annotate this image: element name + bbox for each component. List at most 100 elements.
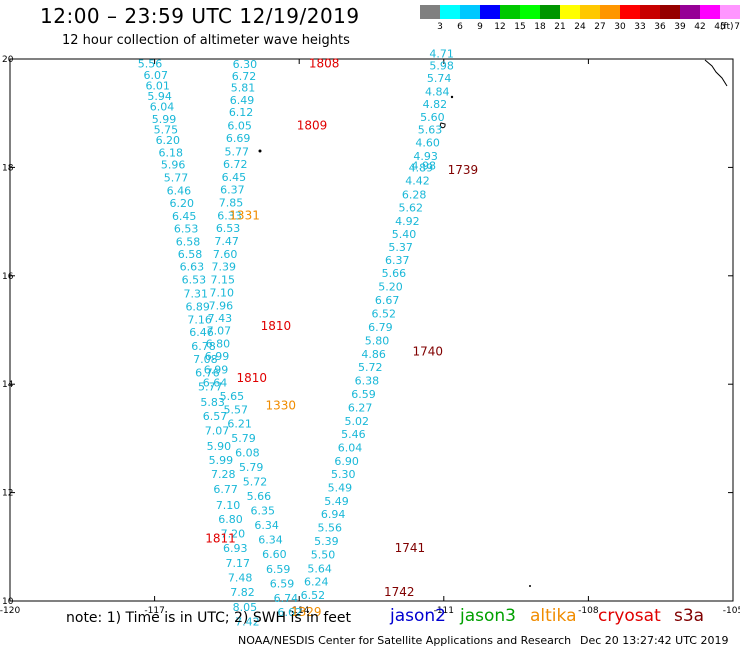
- x-tick-label: -120: [0, 606, 20, 616]
- swh-value: 7.43: [208, 312, 233, 325]
- swh-value: 7.47: [214, 235, 239, 248]
- swh-value: 5.50: [311, 549, 336, 562]
- swh-value: 5.60: [420, 111, 445, 124]
- swh-value: 4.86: [361, 348, 386, 361]
- colorbar-label: 36: [654, 22, 666, 32]
- swh-value: 5.56: [318, 522, 343, 535]
- swh-value: 5.77: [164, 171, 189, 184]
- swh-value: 6.74: [274, 592, 299, 605]
- swh-value: 7.20: [221, 528, 246, 541]
- swh-value: 5.66: [382, 267, 407, 280]
- swh-value: 6.20: [156, 134, 181, 147]
- swh-value: 6.04: [338, 441, 363, 454]
- colorbar-label: 12: [494, 22, 506, 32]
- swh-value: 6.79: [368, 321, 393, 334]
- swh-value: 6.80: [206, 337, 231, 350]
- swh-value: 6.37: [220, 183, 245, 196]
- swh-value: 6.20: [170, 197, 195, 210]
- colorbar-label: 30: [614, 22, 626, 32]
- swh-value: 6.93: [223, 542, 248, 555]
- map-title: 12:00 – 23:59 UTC 12/19/2019: [40, 4, 360, 28]
- footer-date: Dec 20 13:27:42 UTC 2019: [580, 634, 729, 647]
- colorbar-swatch: [460, 5, 480, 19]
- colorbar-swatch: [700, 5, 720, 19]
- swh-value: 4.60: [415, 136, 440, 149]
- swh-value: 6.90: [334, 455, 359, 468]
- colorbar-label: 3: [437, 22, 443, 32]
- time-label: 1741: [395, 541, 426, 555]
- map-subtitle: 12 hour collection of altimeter wave hei…: [62, 33, 350, 48]
- colorbar-label: 6: [457, 22, 463, 32]
- swh-value: 6.64: [203, 376, 228, 389]
- swh-value: 6.33: [217, 209, 242, 222]
- swh-value: 6.52: [372, 308, 397, 321]
- swh-value: 7.96: [209, 299, 234, 312]
- swh-value: 6.45: [172, 210, 197, 223]
- x-tick-label: -117: [144, 606, 164, 616]
- swh-value: 5.30: [331, 468, 356, 481]
- colorbar-swatch: [500, 5, 520, 19]
- x-tick-label: -111: [434, 606, 454, 616]
- swh-value: 6.21: [227, 418, 252, 431]
- legend-note: note: 1) Time is in UTC; 2) SWH is in fe…: [66, 610, 352, 626]
- swh-value: 6.78: [191, 340, 216, 353]
- swh-value: 7.07: [205, 425, 230, 438]
- swh-value: 6.52: [301, 589, 326, 602]
- swh-value: 6.35: [251, 504, 276, 517]
- swh-value: 6.76: [195, 367, 220, 380]
- colorbar-swatch: [640, 5, 660, 19]
- x-tick-label: -108: [578, 606, 599, 616]
- swh-value: 4.98: [412, 160, 437, 173]
- y-tick-label: 10: [2, 597, 14, 607]
- swh-value: 7.28: [211, 468, 236, 481]
- swh-value: 5.66: [247, 490, 271, 503]
- swh-value: 7.17: [225, 557, 250, 570]
- swh-value: 6.77: [213, 483, 238, 496]
- coastline: [704, 59, 728, 87]
- swh-value: 5.77: [224, 145, 249, 158]
- colorbar-swatch: [560, 5, 580, 19]
- swh-value: 6.27: [348, 401, 373, 414]
- swh-value: 5.46: [341, 428, 366, 441]
- swh-value: 6.45: [222, 171, 247, 184]
- swh-value: 4.82: [423, 98, 448, 111]
- time-label: 1809: [297, 118, 328, 132]
- colorbar-unit: (ft): [720, 22, 734, 32]
- swh-value: 7.16: [187, 313, 212, 326]
- time-label: 1808: [309, 57, 340, 71]
- time-label: 1810: [237, 371, 268, 385]
- swh-value: 7.07: [207, 324, 232, 337]
- swh-value: 4.89: [409, 162, 434, 175]
- y-tick-label: 20: [2, 55, 14, 65]
- swh-value: 6.63: [180, 260, 205, 273]
- swh-value: 7.42: [235, 615, 260, 628]
- swh-value: 4.92: [395, 215, 420, 228]
- colorbar-label: 9: [477, 22, 483, 32]
- colorbar-swatch: [520, 5, 540, 19]
- swh-value: 7.48: [228, 571, 253, 584]
- swh-value: 5.02: [345, 415, 370, 428]
- swh-value: 6.28: [402, 188, 427, 201]
- satellite-label: altika: [530, 606, 577, 626]
- colorbar-label: 33: [634, 22, 646, 32]
- colorbar-label: 21: [554, 22, 566, 32]
- swh-value: 6.05: [227, 119, 252, 132]
- swh-value: 6.46: [189, 326, 214, 339]
- island-outline: [439, 122, 446, 129]
- swh-value: 5.57: [224, 403, 249, 416]
- swh-value: 5.65: [220, 390, 245, 403]
- swh-value: 6.53: [216, 222, 241, 235]
- swh-value: 6.62: [278, 606, 303, 619]
- swh-value: 5.72: [358, 361, 383, 374]
- swh-value: 6.80: [218, 513, 243, 526]
- swh-value: 7.10: [216, 499, 241, 512]
- swh-value: 7.08: [193, 353, 218, 366]
- swh-value: 7.15: [211, 273, 236, 286]
- swh-value: 5.56: [138, 58, 163, 71]
- swh-value: 6.53: [174, 222, 199, 235]
- colorbar-swatch: [580, 5, 600, 19]
- map-frame: [9, 58, 734, 602]
- satellite-label: cryosat: [598, 606, 661, 626]
- time-label: 1331: [229, 208, 260, 222]
- swh-value: 5.49: [324, 495, 349, 508]
